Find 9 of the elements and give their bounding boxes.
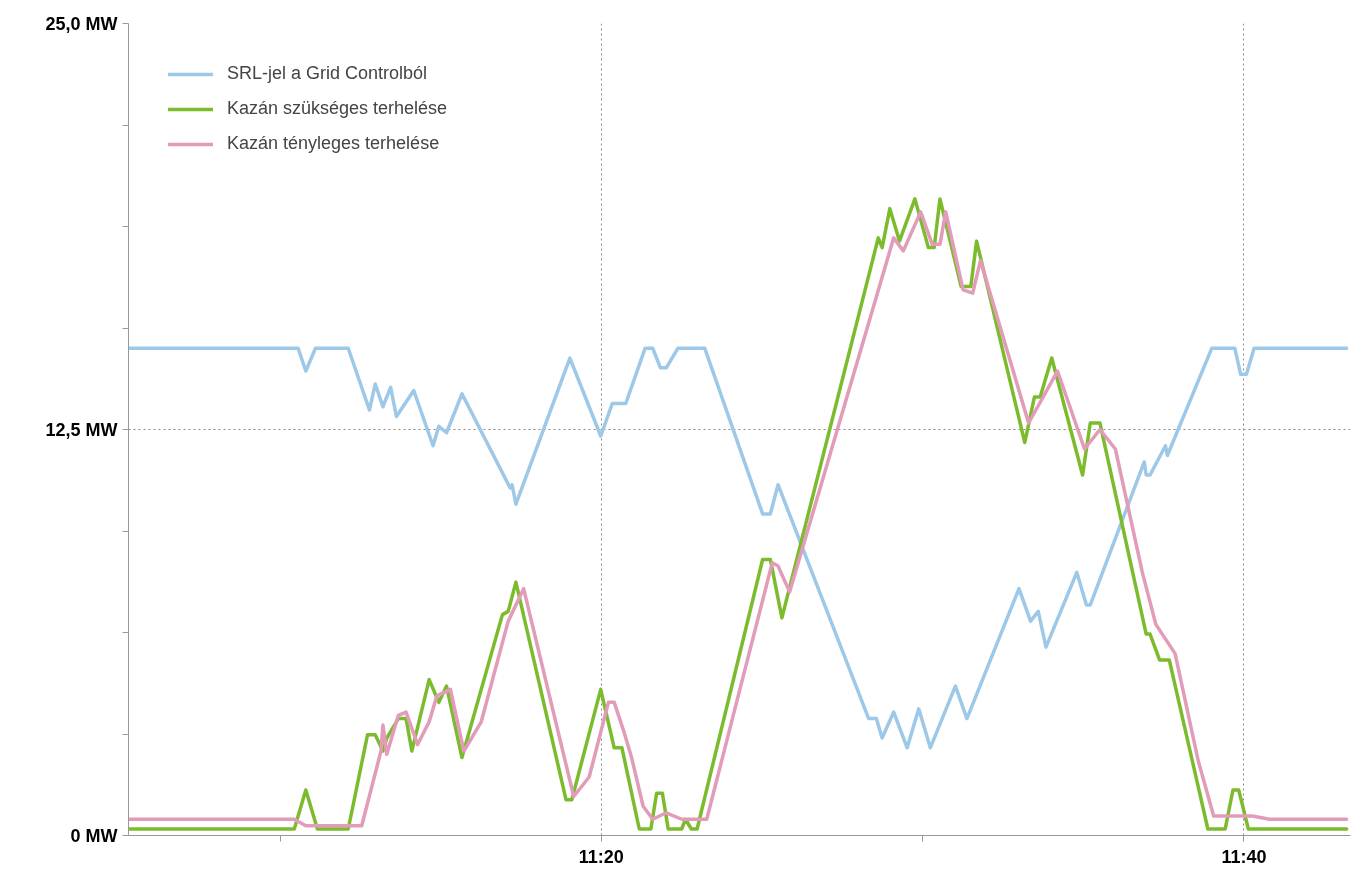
legend-label: Kazán szükséges terhelése (227, 98, 448, 119)
y-tick-label: 25,0 MW (45, 13, 118, 34)
legend-label: Kazán tényleges terhelése (227, 133, 440, 154)
line-series (128, 346, 1349, 750)
x-tick-label: 11:20 (578, 846, 624, 867)
x-tick-label: 11:40 (1221, 846, 1267, 867)
y-tick-label: 0 MW (70, 825, 118, 846)
legend-label: SRL-jel a Grid Controlból (227, 63, 428, 84)
y-tick-label: 12,5 MW (45, 419, 118, 440)
